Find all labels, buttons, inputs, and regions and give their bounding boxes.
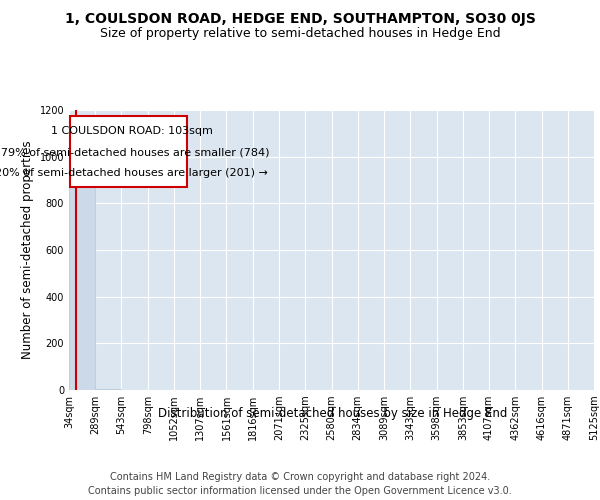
Text: ← 79% of semi-detached houses are smaller (784): ← 79% of semi-detached houses are smalle… — [0, 148, 269, 158]
Bar — [95, 389, 121, 390]
Text: Contains HM Land Registry data © Crown copyright and database right 2024.: Contains HM Land Registry data © Crown c… — [110, 472, 490, 482]
Bar — [69, 160, 95, 390]
Text: Distribution of semi-detached houses by size in Hedge End: Distribution of semi-detached houses by … — [158, 408, 508, 420]
Text: 20% of semi-detached houses are larger (201) →: 20% of semi-detached houses are larger (… — [0, 168, 268, 178]
Text: 1, COULSDON ROAD, HEDGE END, SOUTHAMPTON, SO30 0JS: 1, COULSDON ROAD, HEDGE END, SOUTHAMPTON… — [65, 12, 535, 26]
Text: Size of property relative to semi-detached houses in Hedge End: Size of property relative to semi-detach… — [100, 28, 500, 40]
Text: Contains public sector information licensed under the Open Government Licence v3: Contains public sector information licen… — [88, 486, 512, 496]
Y-axis label: Number of semi-detached properties: Number of semi-detached properties — [21, 140, 34, 360]
Text: 1 COULSDON ROAD: 103sqm: 1 COULSDON ROAD: 103sqm — [44, 126, 213, 136]
FancyBboxPatch shape — [70, 116, 187, 187]
